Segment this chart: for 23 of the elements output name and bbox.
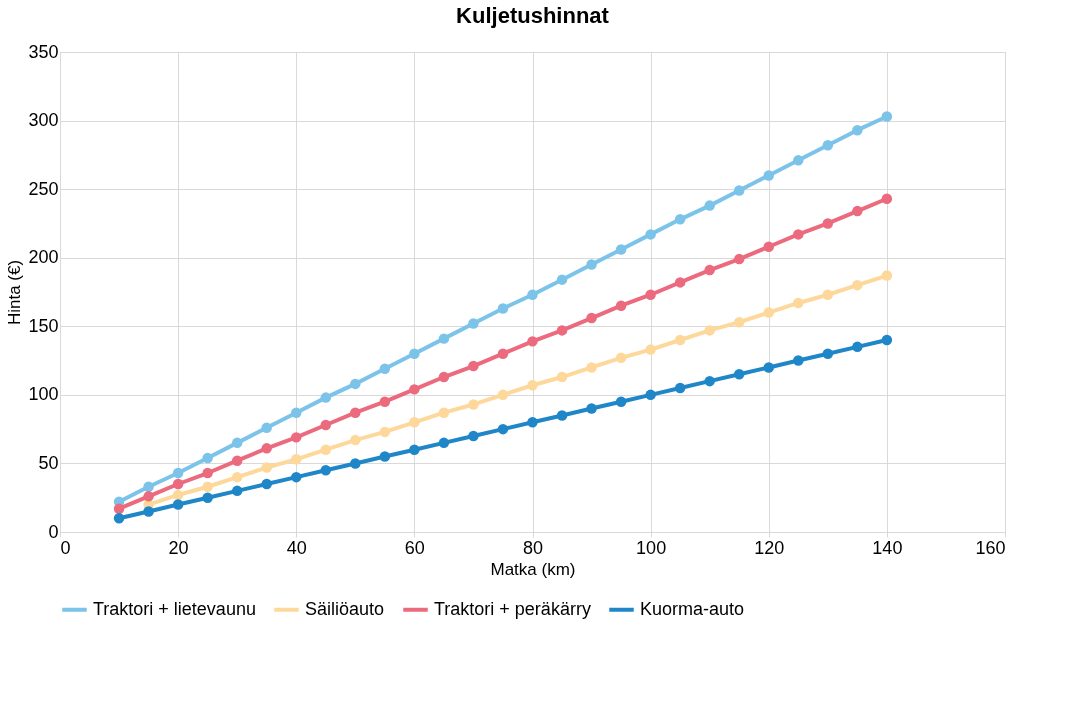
legend-label: Kuorma-auto	[640, 598, 745, 619]
y-tick-label: 100	[28, 384, 59, 405]
y-tick-label: 150	[28, 315, 59, 336]
y-tick-label: 250	[28, 178, 59, 199]
y-tick-label: 50	[38, 452, 59, 473]
y-tick-label: 350	[28, 41, 59, 62]
y-tick-label: 200	[28, 247, 59, 268]
y-tick-label: 300	[28, 110, 59, 131]
x-tick-label: 80	[522, 537, 544, 558]
legend-label: Traktori + lietevaunu	[93, 598, 256, 619]
x-axis-title: Matka (km)	[490, 559, 576, 579]
y-axis-title: Hinta (€)	[5, 259, 25, 326]
legend-label: Traktori + peräkärry	[434, 598, 591, 619]
x-tick-label: 100	[636, 537, 667, 558]
x-tick-label: 40	[286, 537, 307, 558]
x-tick-label: 20	[168, 537, 189, 558]
x-tick-label: 60	[404, 537, 425, 558]
y-tick-label: 0	[48, 521, 59, 542]
x-tick-label: 160	[975, 537, 1006, 558]
x-tick-label: 120	[754, 537, 785, 558]
chart-title: Kuljetushinnat	[456, 3, 610, 28]
legend-label: Säiliöauto	[305, 598, 385, 619]
x-tick-label: 140	[872, 537, 903, 558]
